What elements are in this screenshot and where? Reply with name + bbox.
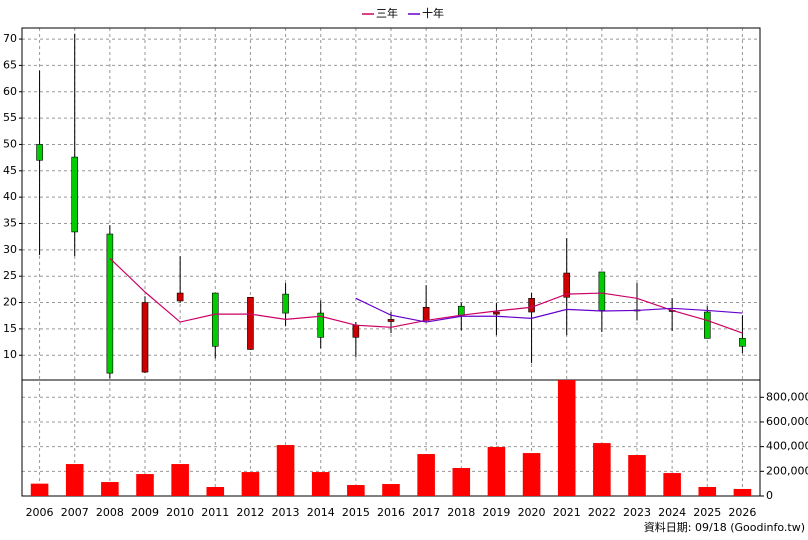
volume-bar xyxy=(276,445,295,496)
candle-body xyxy=(563,272,571,298)
x-tick-label: 2007 xyxy=(61,506,89,519)
volume-bar xyxy=(30,483,49,496)
candle-body xyxy=(141,302,149,373)
volume-bar xyxy=(417,454,435,496)
candle-body xyxy=(282,293,289,314)
legend-label: 十年 xyxy=(422,6,444,20)
ma-line xyxy=(109,257,743,334)
candle-body xyxy=(422,306,430,321)
volume-bar xyxy=(557,380,576,496)
volume-bar xyxy=(452,467,471,496)
x-tick-label: 2026 xyxy=(728,506,756,519)
candle-body xyxy=(739,338,746,347)
x-tick-label: 2022 xyxy=(588,506,616,519)
volume-bar xyxy=(171,464,189,496)
x-tick-label: 2008 xyxy=(96,506,124,519)
volume-bar xyxy=(65,464,84,496)
volume-bar xyxy=(698,486,717,496)
y-tick-label: 70 xyxy=(3,32,17,45)
candle-body xyxy=(71,156,79,233)
candle-body xyxy=(106,233,114,374)
volume-bar xyxy=(522,453,541,496)
candle-body xyxy=(528,298,535,313)
x-tick-label: 2025 xyxy=(693,506,721,519)
y-tick-label: 60 xyxy=(3,85,17,98)
y2-tick-label: 600,000 xyxy=(766,415,808,428)
candle-body xyxy=(211,292,219,347)
volume-bar xyxy=(136,474,154,496)
ma-line xyxy=(355,297,743,323)
y-tick-label: 25 xyxy=(3,269,17,282)
volume-bar xyxy=(487,447,506,496)
y-tick-label: 50 xyxy=(3,137,17,150)
x-tick-label: 2018 xyxy=(447,506,475,519)
y-tick-label: 15 xyxy=(3,322,17,335)
y-tick-label: 30 xyxy=(3,243,17,256)
volume-bar xyxy=(733,488,752,496)
volume-bar xyxy=(101,482,119,496)
volume-bar xyxy=(311,472,330,496)
y2-tick-label: 400,000 xyxy=(766,440,808,453)
volume-bar xyxy=(206,486,225,496)
x-tick-label: 2019 xyxy=(482,506,510,519)
volume-bar xyxy=(382,484,400,496)
y2-tick-label: 800,000 xyxy=(766,390,808,403)
x-tick-label: 2014 xyxy=(307,506,335,519)
y-tick-label: 20 xyxy=(3,296,17,309)
volume-bar xyxy=(663,473,681,496)
x-tick-label: 2011 xyxy=(201,506,229,519)
x-tick-label: 2010 xyxy=(166,506,194,519)
y-tick-label: 65 xyxy=(3,58,17,71)
y2-tick-label: 200,000 xyxy=(766,464,808,477)
x-tick-label: 2009 xyxy=(131,506,159,519)
y-tick-label: 10 xyxy=(3,348,17,361)
candle-body xyxy=(247,296,254,350)
volume-bar xyxy=(347,485,365,496)
x-tick-label: 2016 xyxy=(377,506,405,519)
candle-body xyxy=(176,292,184,302)
x-tick-label: 2017 xyxy=(412,506,440,519)
candle-body xyxy=(598,271,606,311)
candle-body xyxy=(36,144,43,161)
x-tick-label: 2015 xyxy=(342,506,370,519)
candle-body xyxy=(387,319,395,322)
x-tick-label: 2023 xyxy=(623,506,651,519)
y2-tick-label: 0 xyxy=(766,489,773,502)
candle-body xyxy=(317,312,325,338)
y-tick-label: 40 xyxy=(3,190,17,203)
x-tick-label: 2021 xyxy=(553,506,581,519)
x-tick-label: 2013 xyxy=(272,506,300,519)
candle-body xyxy=(493,311,500,315)
x-tick-label: 2020 xyxy=(518,506,546,519)
volume-bar xyxy=(241,472,260,496)
volume-bar xyxy=(593,443,611,496)
x-tick-label: 2024 xyxy=(658,506,686,519)
candle-body xyxy=(703,311,711,339)
candle-body xyxy=(352,324,360,338)
y-tick-label: 45 xyxy=(3,164,17,177)
x-tick-label: 2006 xyxy=(26,506,54,519)
y-tick-label: 55 xyxy=(3,111,17,124)
x-tick-label: 2012 xyxy=(236,506,264,519)
volume-bar xyxy=(628,455,646,496)
legend-label: 三年 xyxy=(376,6,398,20)
footer: 資料日期: 09/18 (Goodinfo.tw) xyxy=(644,520,805,534)
y-tick-label: 35 xyxy=(3,216,17,229)
